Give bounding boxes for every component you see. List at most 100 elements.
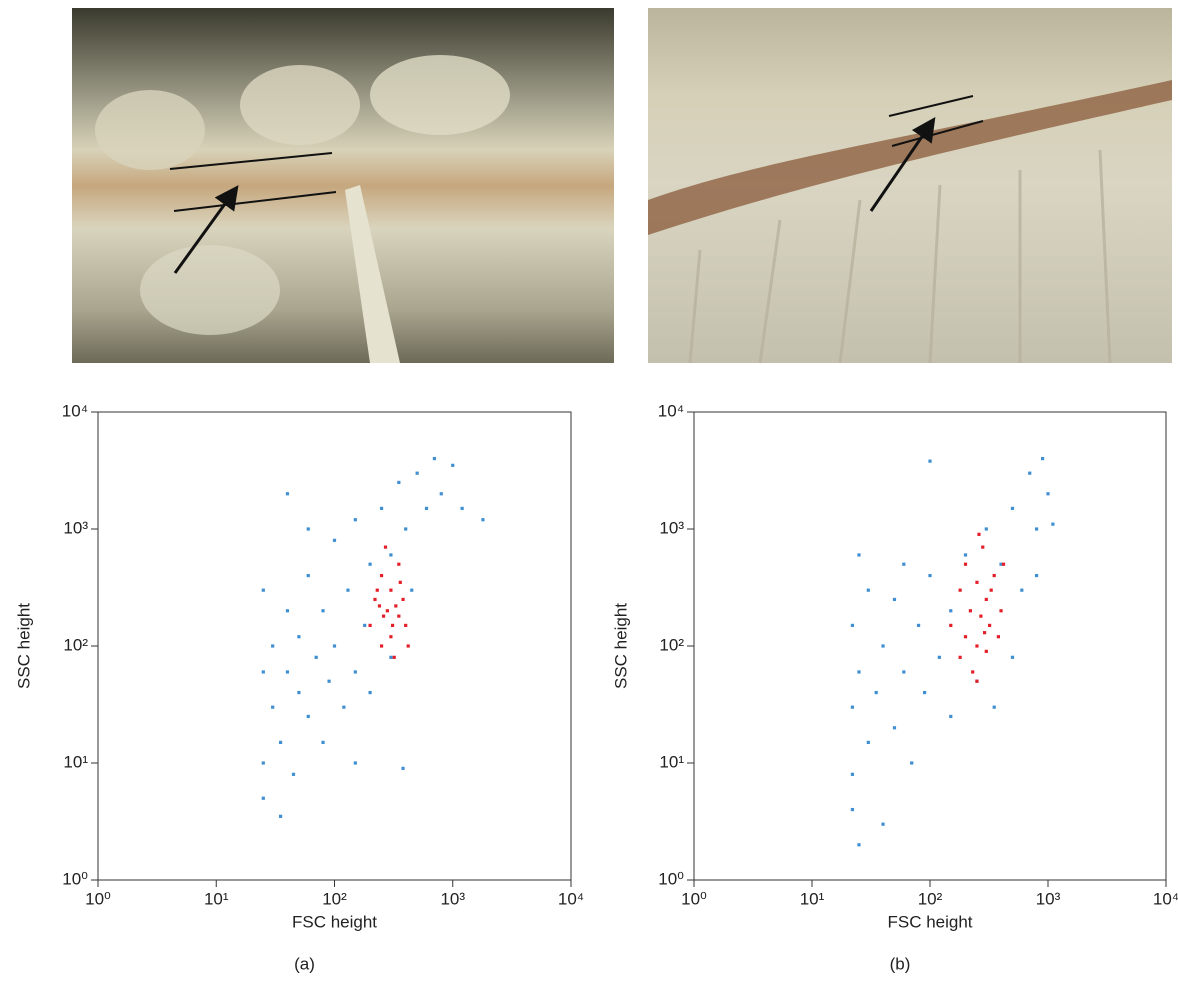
- point: [398, 580, 402, 584]
- point: [892, 597, 897, 602]
- point: [327, 679, 331, 683]
- point: [949, 714, 953, 719]
- point: [460, 506, 464, 510]
- point: [910, 761, 914, 765]
- point: [297, 690, 301, 695]
- point: [332, 538, 337, 542]
- point: [392, 655, 396, 659]
- point: [923, 690, 927, 695]
- point: [971, 670, 975, 674]
- x-tick-label: 10⁰: [681, 889, 707, 908]
- point: [271, 644, 275, 648]
- point: [397, 480, 401, 485]
- point: [278, 740, 283, 744]
- point: [928, 573, 932, 578]
- point: [383, 545, 388, 549]
- point: [389, 553, 393, 557]
- point: [1041, 456, 1045, 461]
- point: [1010, 506, 1015, 510]
- point: [404, 623, 408, 627]
- point: [850, 772, 855, 776]
- point: [481, 518, 485, 522]
- point: [999, 609, 1003, 613]
- point: [968, 609, 973, 613]
- point: [278, 814, 283, 818]
- point: [975, 580, 979, 584]
- point: [306, 527, 310, 531]
- point: [963, 635, 968, 639]
- y-tick-label: 10¹: [63, 752, 88, 771]
- point: [397, 562, 401, 566]
- point: [996, 635, 1001, 639]
- x-tick-label: 10¹: [800, 889, 825, 908]
- x-tick-label: 10⁴: [558, 889, 584, 908]
- point: [958, 655, 962, 659]
- point: [391, 623, 395, 627]
- point: [377, 604, 382, 608]
- point: [401, 766, 405, 770]
- point: [353, 670, 357, 674]
- point: [385, 609, 389, 613]
- point: [1051, 522, 1055, 526]
- point: [874, 690, 878, 695]
- point: [881, 644, 885, 648]
- point: [332, 644, 337, 648]
- x-tick-label: 10⁴: [1153, 889, 1178, 908]
- point: [439, 492, 443, 496]
- point: [373, 597, 377, 602]
- point: [866, 740, 870, 744]
- point: [975, 644, 979, 648]
- y-tick-label: 10²: [63, 635, 88, 654]
- point: [401, 597, 405, 602]
- point: [1001, 562, 1006, 566]
- point: [363, 623, 367, 627]
- point: [1034, 573, 1039, 578]
- point: [353, 518, 357, 522]
- x-tick-label: 10³: [440, 889, 465, 908]
- point: [389, 655, 393, 659]
- point: [981, 545, 985, 549]
- point: [1010, 655, 1015, 659]
- point: [314, 655, 318, 659]
- y-tick-label: 10³: [63, 518, 88, 537]
- point: [353, 761, 357, 765]
- point: [321, 740, 325, 744]
- point: [866, 588, 870, 592]
- panel-caption: (a): [294, 954, 315, 973]
- point: [271, 705, 275, 709]
- point: [285, 492, 290, 496]
- point: [1020, 588, 1024, 592]
- y-tick-label: 10⁴: [658, 401, 684, 420]
- point: [850, 807, 855, 812]
- x-tick-label: 10²: [918, 889, 943, 908]
- point: [977, 532, 981, 536]
- point: [406, 644, 410, 648]
- point: [958, 588, 962, 592]
- point: [451, 463, 455, 467]
- point: [415, 471, 419, 475]
- point: [999, 562, 1003, 566]
- point: [902, 670, 906, 674]
- y-tick-label: 10³: [659, 518, 684, 537]
- point: [1028, 471, 1032, 475]
- point: [261, 761, 265, 765]
- point: [963, 562, 968, 566]
- point: [432, 456, 437, 461]
- point: [410, 588, 414, 592]
- plot-frame: [693, 411, 1167, 881]
- point: [928, 459, 932, 463]
- point: [285, 670, 290, 674]
- y-tick-label: 10⁰: [658, 869, 684, 888]
- point: [261, 670, 265, 674]
- y-tick-label: 10⁴: [62, 401, 88, 420]
- point: [375, 588, 379, 592]
- point: [857, 553, 861, 557]
- x-tick-label: 10⁰: [85, 889, 111, 908]
- x-tick-label: 10³: [1036, 889, 1061, 908]
- point: [379, 506, 384, 510]
- x-tick-label: 10²: [322, 889, 347, 908]
- point: [984, 527, 988, 531]
- y-tick-label: 10²: [659, 635, 684, 654]
- point: [261, 796, 265, 800]
